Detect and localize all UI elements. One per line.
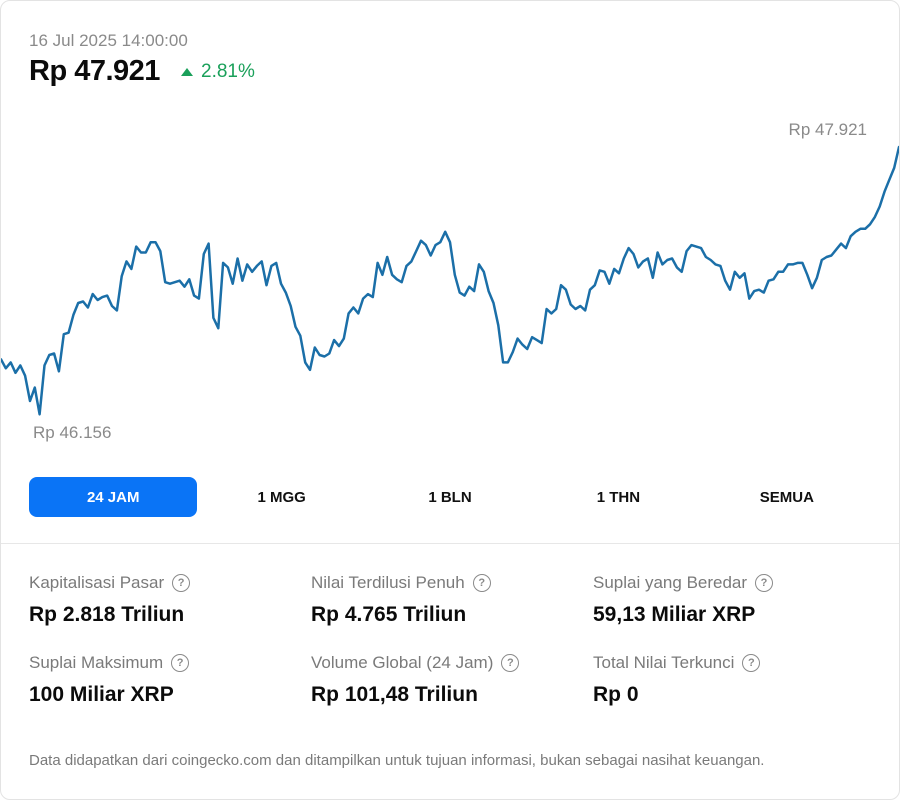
stat-total-value-locked: Total Nilai Terkunci? Rp 0 <box>593 653 875 707</box>
tab-1-mgg[interactable]: 1 MGG <box>257 488 306 506</box>
chart-min-label: Rp 46.156 <box>33 423 112 442</box>
market-stats-grid: Kapitalisasi Pasar? Rp 2.818 Triliun Nil… <box>29 573 889 707</box>
stat-circulating-supply: Suplai yang Beredar? 59,13 Miliar XRP <box>593 573 875 627</box>
info-icon[interactable]: ? <box>501 654 520 672</box>
stat-label: Suplai Maksimum <box>29 653 164 672</box>
info-icon[interactable]: ? <box>742 654 761 672</box>
current-price: Rp 47.921 <box>29 55 160 87</box>
info-icon[interactable]: ? <box>172 574 191 592</box>
tab-1-bln[interactable]: 1 BLN <box>428 488 472 506</box>
stat-value: 59,13 Miliar XRP <box>593 603 756 626</box>
stat-label: Total Nilai Terkunci <box>593 653 735 672</box>
triangle-up-icon <box>181 68 193 76</box>
price-series-line <box>1 145 899 416</box>
stat-label: Volume Global (24 Jam) <box>311 653 494 672</box>
stat-market-cap: Kapitalisasi Pasar? Rp 2.818 Triliun <box>29 573 311 627</box>
data-source-disclaimer: Data didapatkan dari coingecko.com dan d… <box>29 752 765 769</box>
stat-max-supply: Suplai Maksimum? 100 Miliar XRP <box>29 653 311 707</box>
stat-value: Rp 0 <box>593 683 639 706</box>
tab-24-jam[interactable]: 24 JAM <box>29 477 198 517</box>
stat-label: Nilai Terdilusi Penuh <box>311 573 465 592</box>
stat-global-volume: Volume Global (24 Jam)? Rp 101,48 Triliu… <box>311 653 593 707</box>
time-range-tabs: 24 JAM 1 MGG 1 BLN 1 THN SEMUA <box>29 477 871 517</box>
stat-value: 100 Miliar XRP <box>29 683 174 706</box>
section-divider <box>1 543 899 544</box>
price-change: 2.81% <box>181 61 255 83</box>
info-icon[interactable]: ? <box>171 654 190 672</box>
stat-value: Rp 101,48 Triliun <box>311 683 478 706</box>
stat-fully-diluted-value: Nilai Terdilusi Penuh? Rp 4.765 Triliun <box>311 573 593 627</box>
price-change-percent: 2.81% <box>201 61 255 82</box>
info-icon[interactable]: ? <box>472 574 491 592</box>
stat-label: Suplai yang Beredar <box>593 573 748 592</box>
stat-value: Rp 4.765 Triliun <box>311 603 467 626</box>
price-timestamp: 16 Jul 2025 14:00:00 <box>29 31 188 50</box>
price-line-chart[interactable] <box>1 111 900 451</box>
stat-value: Rp 2.818 Triliun <box>29 603 185 626</box>
tab-semua[interactable]: SEMUA <box>759 488 814 506</box>
info-icon[interactable]: ? <box>755 574 774 592</box>
stat-label: Kapitalisasi Pasar <box>29 573 165 592</box>
chart-max-label: Rp 47.921 <box>788 120 867 139</box>
tab-1-thn[interactable]: 1 THN <box>596 488 641 506</box>
